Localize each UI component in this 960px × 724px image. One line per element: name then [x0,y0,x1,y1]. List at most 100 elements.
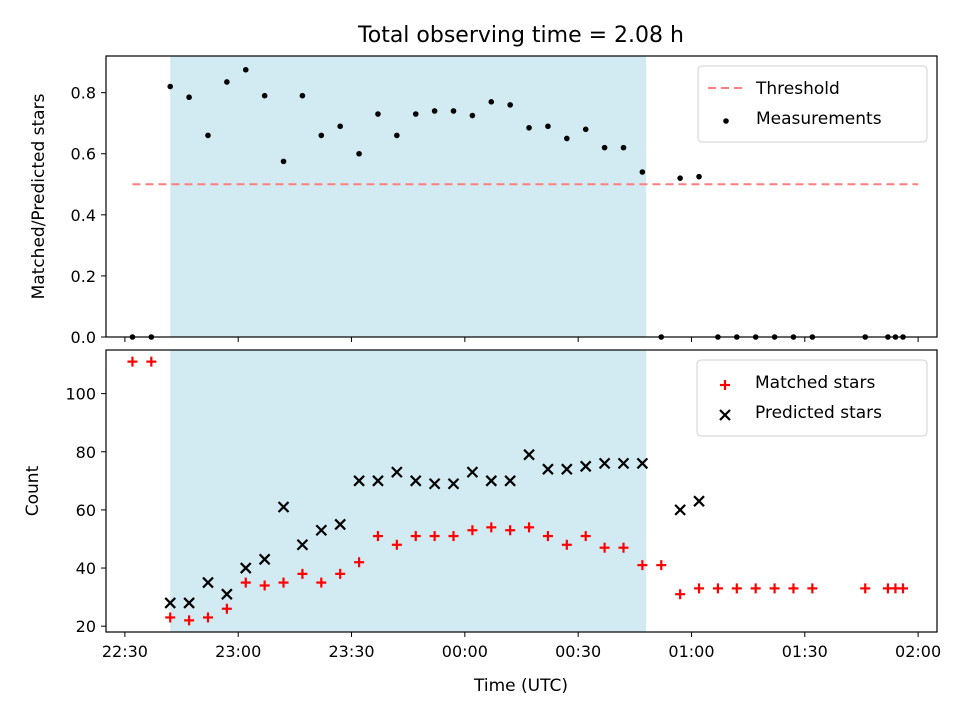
data-point [448,531,459,542]
data-point [164,597,176,609]
data-point [394,132,400,139]
data-point [354,557,365,568]
y-tick-label: 20 [76,617,96,636]
data-point [486,522,497,533]
data-point [277,501,290,513]
data-point [278,577,289,588]
shaded-interval [170,56,647,337]
x-tick-label: 02:00 [895,642,941,661]
bottom-panel: 20 40 60 80 100 22:30 23:00 23:30 00:00 00:30 01:0… [23,349,941,661]
legend-label: Measurements [756,109,882,129]
legend-box [696,359,928,437]
data-point [412,111,419,117]
data-point [466,466,479,478]
data-point [335,568,346,579]
data-point [205,132,211,139]
x-tick-label: 00:00 [442,642,488,661]
data-point [637,560,648,571]
data-point [860,583,871,594]
data-point [542,531,553,542]
data-point [582,126,589,133]
data-point [694,583,705,594]
data-point [675,589,686,600]
data-point [601,144,608,151]
data-point [769,583,780,594]
data-point [261,92,268,99]
data-point [296,539,309,551]
data-point [898,583,909,594]
data-point [258,553,271,566]
data-point [146,356,157,367]
legend-label: Matched stars [755,373,875,393]
x-tick-label: 22:30 [102,642,148,661]
data-point [375,111,381,117]
data-point [372,475,384,487]
y-tick-label: 40 [76,559,96,578]
data-point [545,123,551,130]
data-point [620,144,627,151]
data-point [318,132,325,139]
data-point [656,560,667,571]
legend: Threshold Measurements [697,65,928,143]
x-tick-label: 23:30 [328,642,374,661]
data-point [636,457,649,470]
data-point [316,577,327,588]
y-tick-label: 0.8 [71,84,96,103]
data-point [542,463,554,475]
data-point [410,531,421,542]
data-point [731,583,742,594]
y-tick-label: 0.2 [71,267,96,286]
data-point [429,531,440,542]
data-point [504,475,516,487]
data-point [202,576,214,589]
data-point [564,135,570,142]
data-point [485,475,498,487]
data-point [507,102,513,108]
x-axis-label: Time (UTC) [473,676,568,696]
data-point [579,460,592,473]
legend-label: Threshold [755,79,840,99]
data-point [598,457,611,470]
data-point [807,583,818,594]
data-point [677,175,683,181]
x-tick-label: 23:00 [215,642,261,661]
data-point [242,66,249,73]
y-axis-label: Count [23,465,43,516]
data-point [750,583,761,594]
data-point [561,539,572,550]
legend-marker [719,409,731,421]
y-tick-label: 0.4 [71,206,96,225]
data-point [221,603,232,614]
data-point [580,531,591,542]
data-point [561,463,573,475]
data-point [617,457,630,470]
y-tick-label: 100 [65,385,96,404]
y-axis-label: Matched/Predicted stars [29,93,49,299]
chart-title: Total observing time = 2.08 h [357,23,684,48]
data-point [315,524,328,537]
data-point [239,562,252,574]
top-panel: 0.0 0.2 0.4 0.6 0.8 Matched/Predicted stars Th… [29,55,938,347]
data-point [372,531,383,542]
legend-marker [723,118,729,124]
y-tick-label: 0.0 [71,328,96,347]
data-point [712,583,723,594]
data-point [391,466,403,478]
data-point [639,169,646,175]
legend: Matched stars Predicted stars [696,359,928,437]
data-point [299,92,306,99]
data-point [186,94,192,101]
data-point [526,124,532,131]
data-point [183,597,195,609]
data-point [599,542,610,553]
legend-marker [720,380,730,390]
data-point [618,542,629,553]
x-tick-label: 00:30 [555,642,601,661]
data-point [334,518,346,531]
data-point [356,150,362,157]
data-point [297,568,308,579]
data-point [280,158,287,165]
data-point [165,612,176,623]
data-point [353,475,365,487]
